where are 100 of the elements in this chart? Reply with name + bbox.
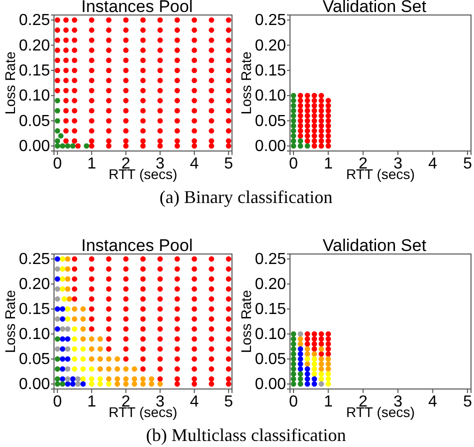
point [62,296,67,302]
y-tick-label: 0.00 [18,138,50,156]
point [318,346,324,352]
point [60,143,66,149]
point [290,351,296,357]
point [312,133,318,139]
x-tick-label: 1 [324,155,333,172]
point [304,128,310,134]
point [298,118,304,124]
point [140,376,146,382]
x-tick-label: 5 [224,155,234,172]
point [304,108,310,114]
point [88,336,94,342]
point [298,341,304,347]
point [60,381,66,387]
point [60,356,66,362]
point [148,381,154,387]
point [290,346,296,352]
point [80,366,86,372]
point [58,133,64,139]
point [80,376,86,382]
point [312,98,318,104]
point [290,113,296,118]
y-tick-label: 0.20 [18,276,50,294]
point [298,361,304,367]
x-tick-label: 3 [393,155,402,172]
y-tick-label: 0.10 [254,326,286,344]
point [114,356,120,362]
point [64,256,70,262]
point [304,143,310,149]
point [60,256,66,262]
point [72,336,78,342]
point [298,108,304,114]
point [326,331,331,337]
point [98,366,103,372]
y-tick-label: 0.15 [18,62,50,80]
point [312,138,318,144]
point [98,381,103,387]
point [290,331,296,337]
x-tick-label: 0 [289,393,298,410]
point [304,351,310,357]
point [54,336,60,342]
point [318,98,324,104]
point [98,336,103,342]
point [326,351,331,357]
point [312,143,318,149]
y-tick-label: 0.10 [18,88,50,105]
x-tick-label: 0 [52,155,62,172]
point [54,346,60,352]
point [123,366,129,372]
point [132,381,138,387]
point [80,381,86,387]
point [290,128,296,134]
point [304,113,310,118]
chart-title: Validation Set [322,236,427,255]
point [290,102,296,108]
x-tick-label: 0 [289,155,298,172]
point [298,128,304,134]
point [304,366,310,372]
y-axis-title: Loss Rate [2,51,18,115]
point [318,118,324,124]
y-tick-label: 0.05 [254,351,286,368]
point [64,326,70,332]
point [75,381,81,387]
point [75,376,81,382]
point [304,138,310,144]
point [64,143,70,149]
text: (a) Binary classification [160,187,332,207]
point [64,381,70,387]
point [60,286,66,292]
point [326,138,331,144]
point [290,123,296,129]
point [326,346,331,352]
point [88,346,94,352]
point [64,306,70,312]
point [326,341,331,347]
point [60,306,66,312]
point [298,123,304,129]
x-tick-label: 5 [463,393,472,410]
point [114,381,120,387]
point [326,336,331,342]
y-tick-label: 0.20 [254,276,286,294]
point [304,123,310,129]
point [106,356,112,362]
point [298,351,304,357]
point [114,376,120,382]
y-tick-label: 0.05 [18,351,50,368]
point [326,371,331,377]
point [304,376,310,382]
y-tick-label: 0.05 [18,112,50,130]
point [64,266,70,272]
point [106,381,112,387]
point [326,376,331,382]
point [54,376,60,382]
point [298,366,304,372]
point [84,143,90,149]
point [106,376,112,382]
point [298,98,304,104]
point [304,341,310,347]
point [60,266,66,272]
